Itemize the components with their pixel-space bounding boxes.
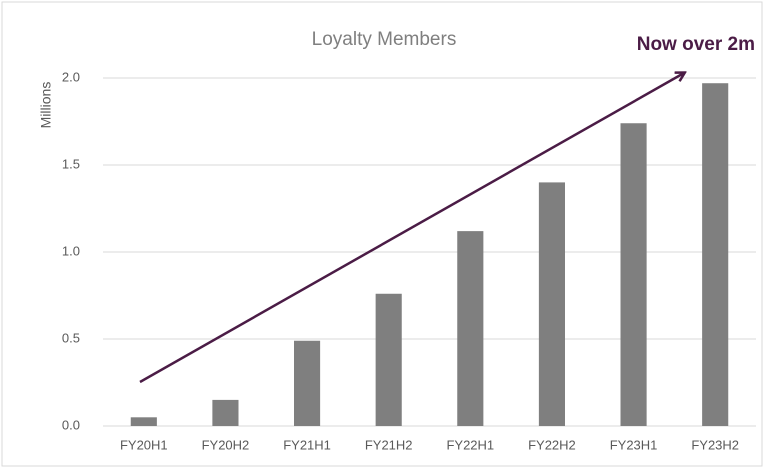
x-tick-label: FY22H2 — [528, 437, 576, 452]
x-tick-label: FY20H2 — [202, 437, 250, 452]
y-tick-label: 2.0 — [62, 69, 80, 84]
plot-area: 0.0 0.5 1.0 1.5 2.0 FY20H1 FY20H2 FY21H1 FY21H2 F… — [62, 69, 756, 452]
y-tick-label: 1.5 — [62, 156, 80, 171]
trend-arrow — [139, 73, 684, 384]
bar — [375, 293, 402, 426]
y-axis-label: Millions — [38, 82, 54, 129]
x-tick-label: FY22H1 — [446, 437, 494, 452]
bar — [702, 83, 729, 426]
y-tick-label: 1.0 — [62, 243, 80, 258]
bar — [538, 182, 565, 426]
bar — [457, 231, 484, 426]
bar — [130, 417, 157, 426]
bar — [294, 340, 321, 426]
y-tick-label: 0.5 — [62, 330, 80, 345]
x-tick-label: FY23H1 — [610, 437, 658, 452]
annotation: Now over 2m — [637, 34, 755, 55]
bar — [620, 123, 647, 427]
x-tick-label: FY23H2 — [691, 437, 739, 452]
y-tick-label: 0.0 — [62, 417, 80, 432]
x-tick-label: FY21H2 — [365, 437, 413, 452]
x-tick-label: FY20H1 — [120, 437, 168, 452]
bar — [212, 399, 239, 426]
chart-title: Loyalty Members — [312, 29, 457, 50]
x-tick-label: FY21H1 — [283, 437, 331, 452]
